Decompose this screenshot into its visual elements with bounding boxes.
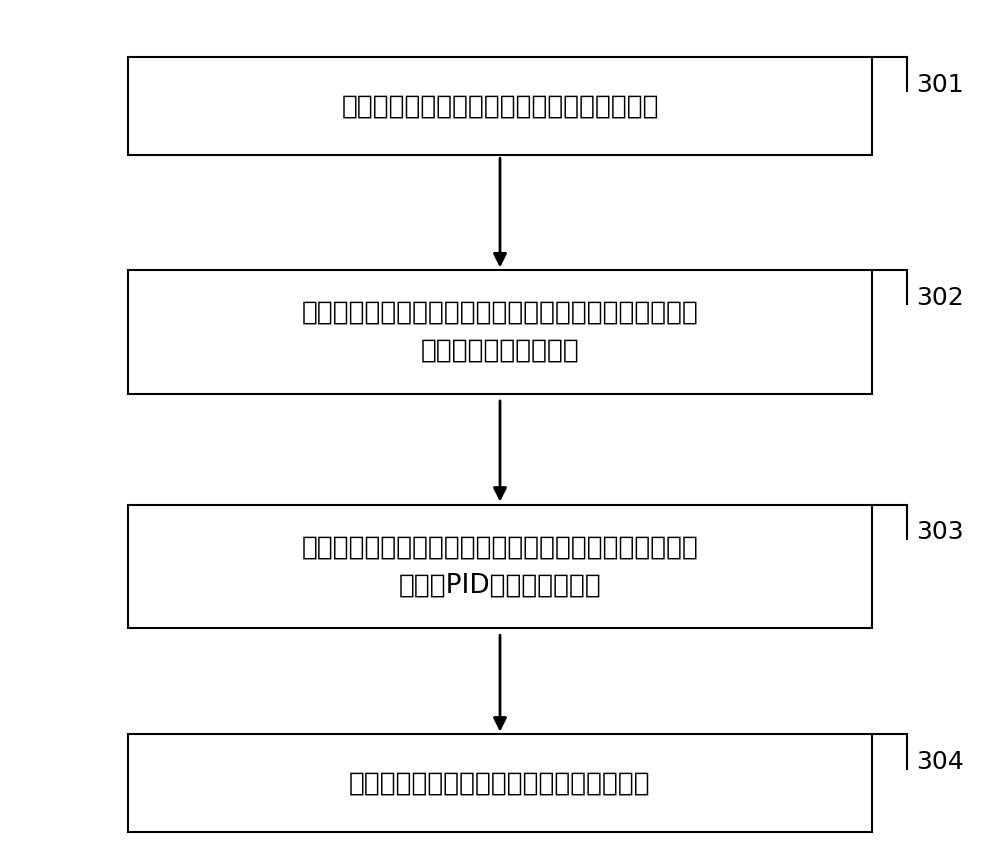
FancyBboxPatch shape (128, 734, 872, 832)
FancyBboxPatch shape (128, 58, 872, 156)
Text: 根据执行命令，通过驱动电机对机器人进行控制，同时可
以使用PID控制来调节速度: 根据执行命令，通过驱动电机对机器人进行控制，同时可 以使用PID控制来调节速度 (302, 534, 698, 599)
Text: 304: 304 (917, 750, 964, 774)
Text: 通过光电编码器测算机器人各轮子的速度信息: 通过光电编码器测算机器人各轮子的速度信息 (341, 94, 659, 120)
Text: 303: 303 (917, 519, 964, 544)
Text: 将执行结果反馈到自动巡线机器人控制系统: 将执行结果反馈到自动巡线机器人控制系统 (349, 771, 651, 796)
FancyBboxPatch shape (128, 270, 872, 394)
Text: 302: 302 (917, 286, 964, 310)
Text: 将自动巡线机器人控制系各模块的反馈信息进行分析，得
到动力模块的执行命令: 将自动巡线机器人控制系各模块的反馈信息进行分析，得 到动力模块的执行命令 (302, 300, 698, 364)
FancyBboxPatch shape (128, 505, 872, 628)
Text: 301: 301 (917, 73, 964, 96)
